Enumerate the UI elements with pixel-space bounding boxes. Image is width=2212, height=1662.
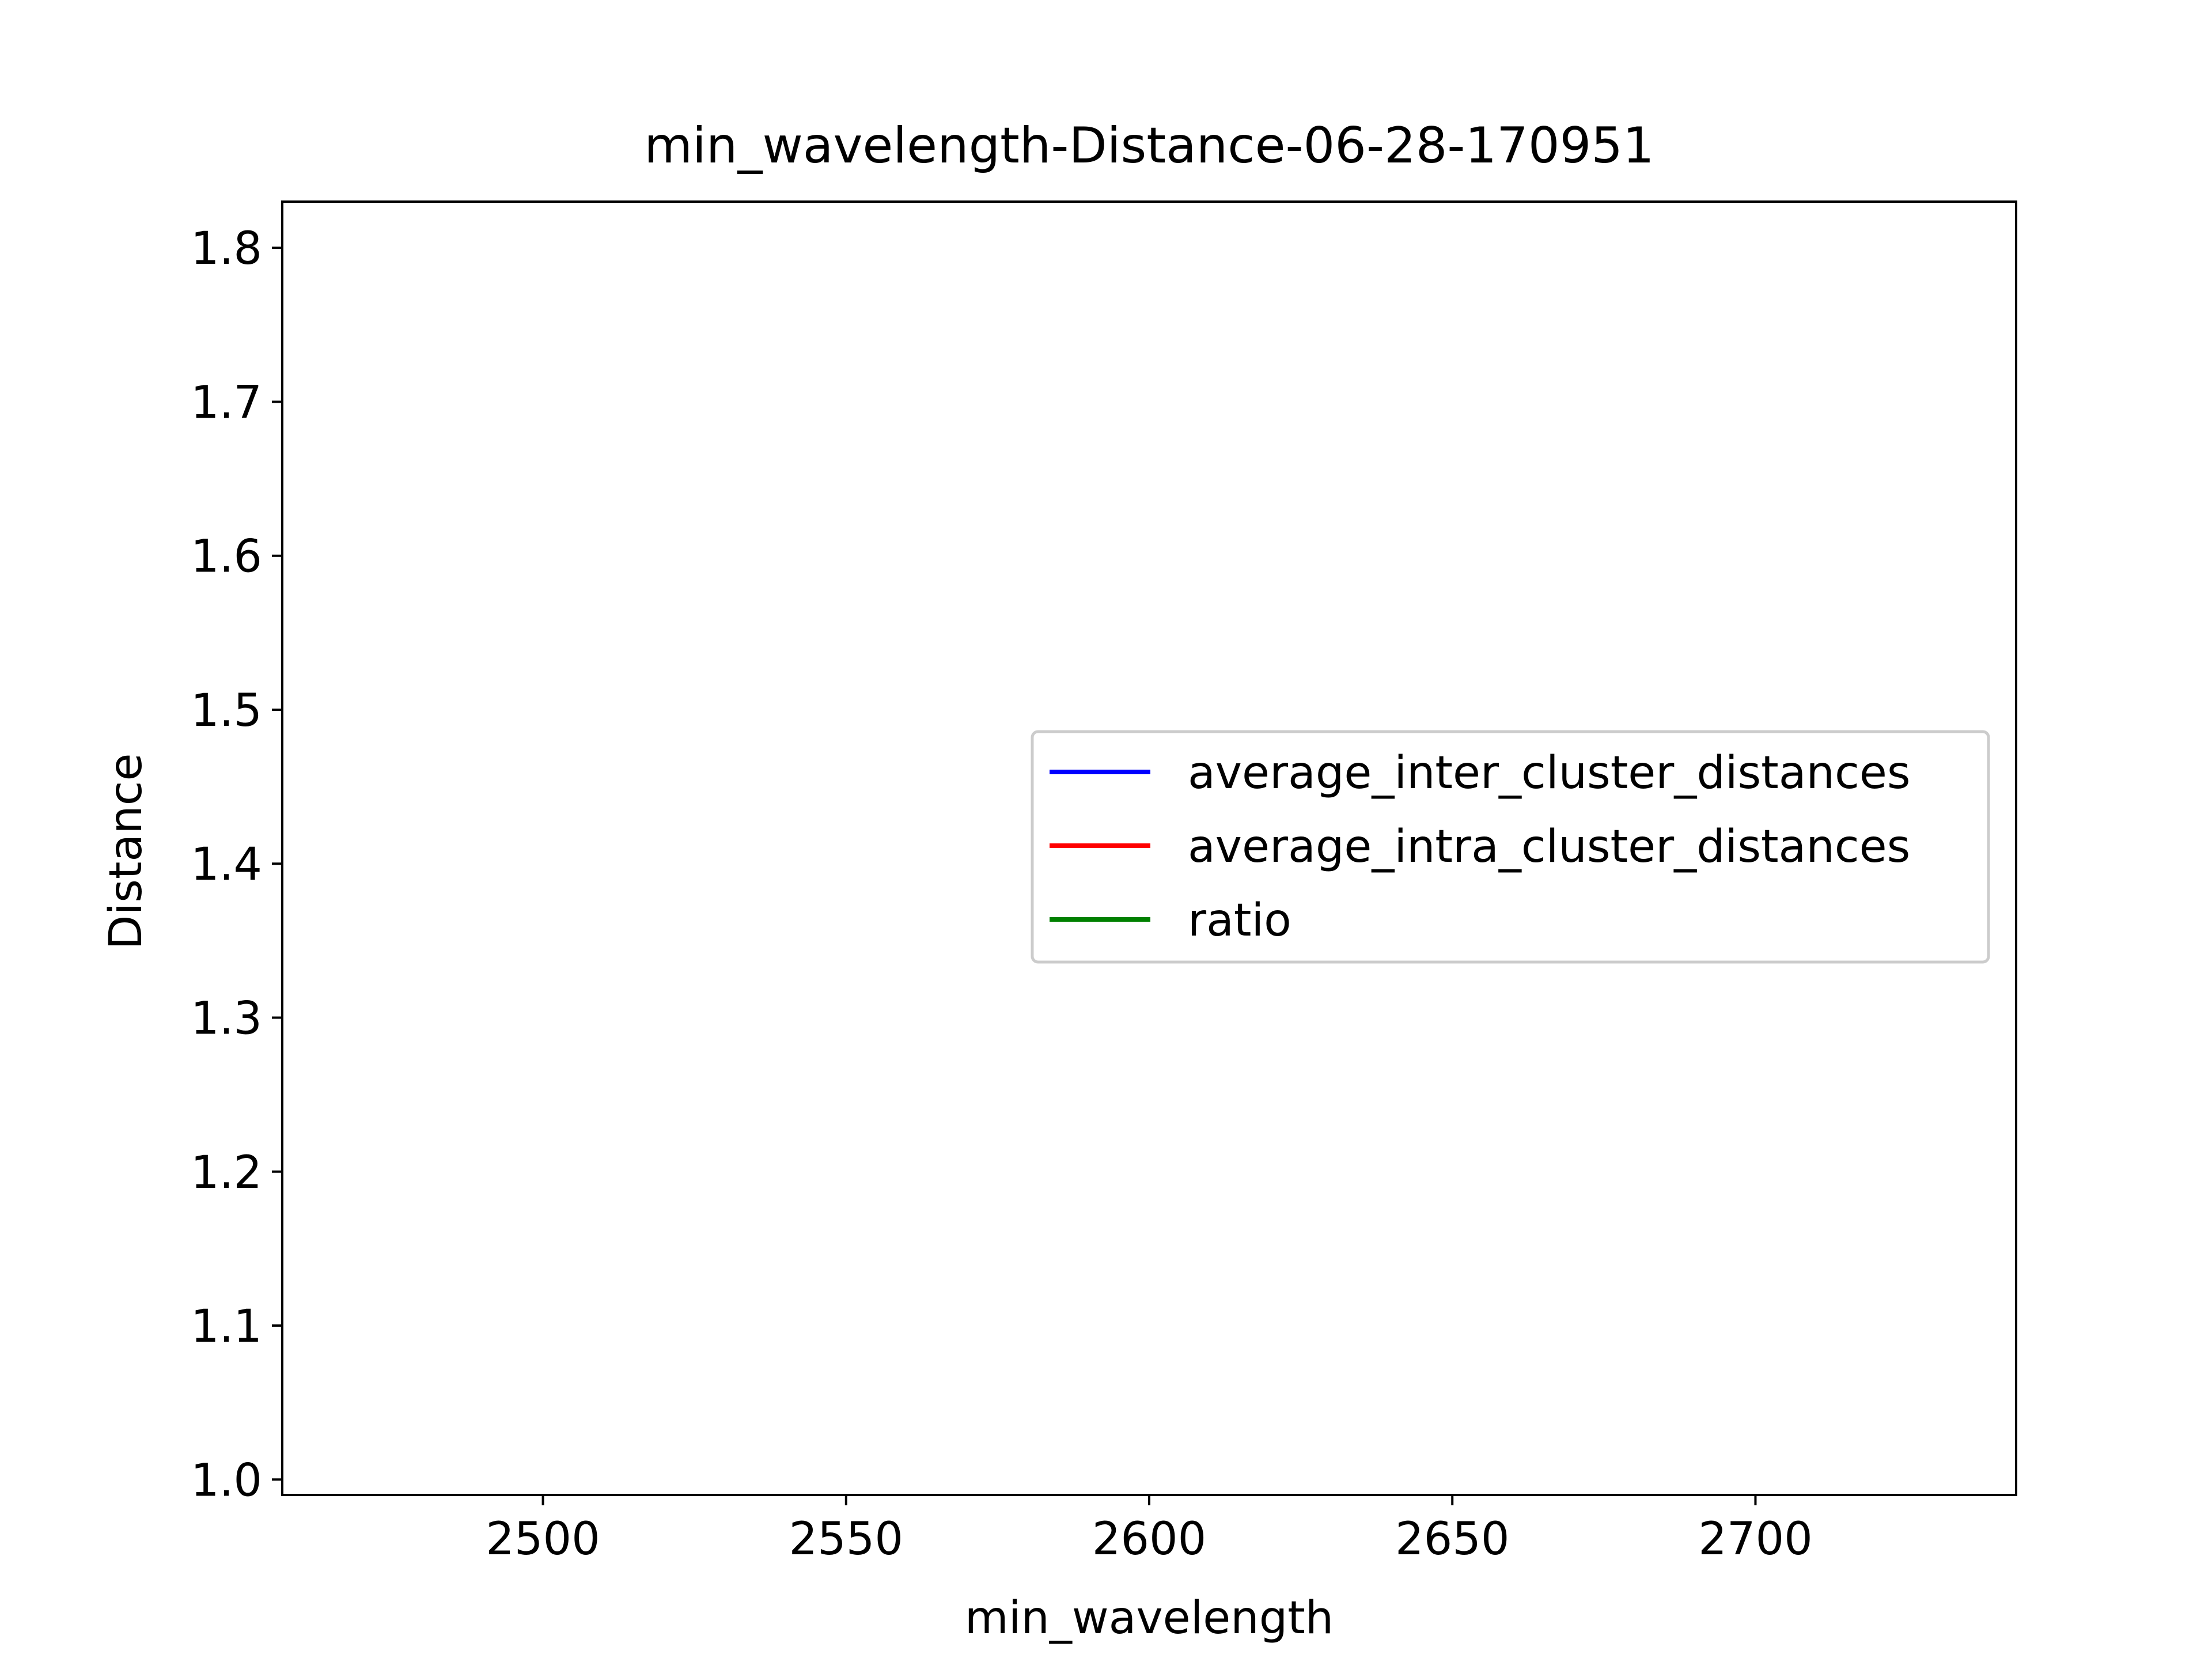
y-tick-label: 1.3 xyxy=(191,993,262,1044)
y-tick-label: 1.4 xyxy=(191,839,262,891)
y-tick-label: 1.1 xyxy=(191,1301,262,1353)
legend-frame xyxy=(1031,730,1990,964)
legend-label: average_inter_cluster_distances xyxy=(1188,747,1910,799)
x-axis-label: min_wavelength xyxy=(965,1592,1334,1644)
chart-title: min_wavelength-Distance-06-28-170951 xyxy=(644,117,1654,175)
x-tick-label: 2700 xyxy=(1698,1513,1813,1565)
x-tick-label: 2600 xyxy=(1092,1513,1207,1565)
y-tick-label: 1.6 xyxy=(191,531,262,583)
y-axis: 1.0 1.1 1.2 1.3 1.4 1.5 1.6 1.7 1.8 xyxy=(191,223,282,1506)
x-tick-label: 2550 xyxy=(789,1513,904,1565)
legend: average_inter_cluster_distances average_i… xyxy=(1031,730,1990,964)
x-axis: 2500 2550 2600 2650 2700 xyxy=(486,1495,1813,1565)
y-tick-label: 1.8 xyxy=(191,223,262,275)
y-tick-label: 1.7 xyxy=(191,377,262,429)
y-tick-label: 1.5 xyxy=(191,685,262,737)
y-tick-label: 1.0 xyxy=(191,1455,262,1506)
legend-label: ratio xyxy=(1188,895,1291,947)
y-tick-label: 1.2 xyxy=(191,1147,262,1199)
legend-label: average_intra_cluster_distances xyxy=(1188,821,1910,873)
x-tick-label: 2500 xyxy=(486,1513,600,1565)
x-tick-label: 2650 xyxy=(1395,1513,1510,1565)
y-axis-label: Distance xyxy=(100,753,152,949)
